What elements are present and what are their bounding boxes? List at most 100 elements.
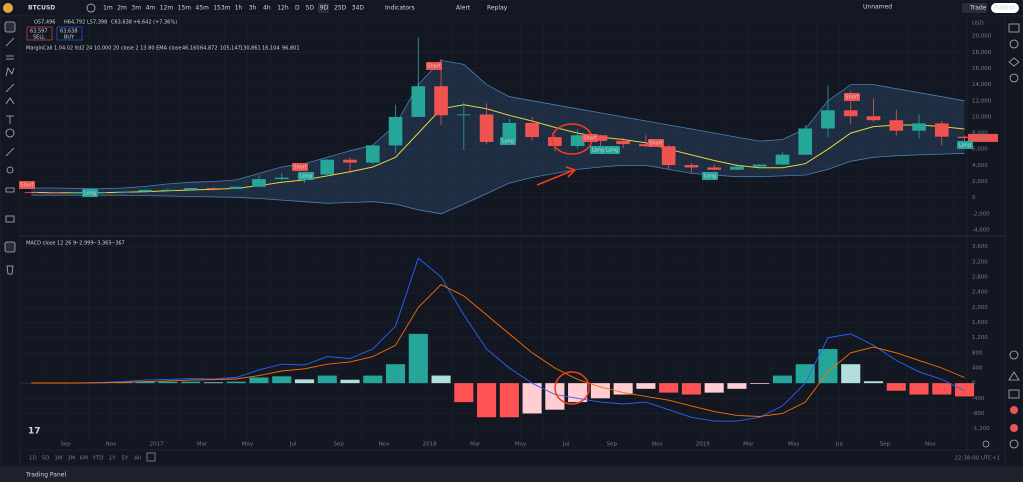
- add-symbol-icon[interactable]: [86, 3, 96, 13]
- range-button[interactable]: 3M: [67, 456, 75, 462]
- y-tick-label: 20,000: [972, 34, 992, 40]
- interval-button[interactable]: 3m: [131, 5, 141, 12]
- interval-button[interactable]: 34D: [352, 5, 365, 12]
- candle-body: [730, 166, 744, 170]
- symbol[interactable]: BTCUSD: [28, 5, 55, 12]
- interval-button[interactable]: 5D: [306, 5, 315, 12]
- x-tick-label: Jul: [289, 442, 297, 448]
- y-tick-label: 6,000: [972, 147, 988, 153]
- sell-label: SELL: [33, 35, 45, 41]
- histogram-bar: [590, 383, 610, 399]
- right-toolbar: [1004, 15, 1023, 467]
- signal-badge: [298, 172, 314, 180]
- histogram-bar: [454, 383, 474, 403]
- candle-body: [548, 137, 562, 146]
- ohlc-value: +6,642 (+7.36%): [133, 20, 177, 26]
- y-tick-label: -1,200: [972, 426, 990, 432]
- y-tick-label: 8,000: [972, 131, 988, 137]
- settings-icon[interactable]: [982, 440, 990, 448]
- buy-box[interactable]: [56, 26, 83, 41]
- candle-body: [274, 177, 289, 180]
- histogram-bar: [203, 382, 224, 384]
- x-tick-label: Mar: [197, 442, 208, 448]
- histogram-bar: [659, 383, 679, 393]
- interval-button[interactable]: 4m: [146, 5, 156, 12]
- candle-body: [821, 110, 835, 129]
- interval-button[interactable]: 12m: [160, 5, 174, 12]
- trade-button-label[interactable]: Trade: [969, 5, 987, 12]
- x-tick-label: Jul: [835, 442, 843, 448]
- interval-button[interactable]: D: [295, 5, 300, 12]
- calendar-icon[interactable]: [146, 452, 156, 462]
- range-button[interactable]: 5D: [42, 456, 50, 462]
- avatar[interactable]: [3, 3, 13, 13]
- range-button[interactable]: All: [134, 456, 141, 462]
- interval-button[interactable]: 25D: [334, 5, 347, 12]
- y-tick-label: 3,600: [972, 244, 988, 250]
- right-tool-icons[interactable]: [1008, 23, 1020, 449]
- histogram-bar: [431, 375, 451, 384]
- signal-label: Long: [502, 139, 514, 145]
- interval-button[interactable]: 1h: [235, 5, 243, 12]
- range-button[interactable]: 6M: [80, 456, 88, 462]
- x-tick-label: Nov: [379, 442, 390, 448]
- buy-label: BUY: [64, 35, 75, 41]
- histogram-bar: [135, 381, 155, 384]
- interval-button[interactable]: 4h: [263, 5, 271, 12]
- interval-button[interactable]: 9D: [320, 5, 329, 12]
- x-tick-label: May: [242, 442, 254, 448]
- layout-name[interactable]: Unnamed: [863, 4, 892, 11]
- range-button[interactable]: 1Y: [109, 456, 116, 462]
- signal-label: Long: [959, 143, 971, 149]
- candle-body: [70, 192, 84, 194]
- y-tick-label: 12,000: [972, 98, 992, 104]
- candle-body: [798, 128, 813, 155]
- y-tick-label: 800: [972, 350, 983, 356]
- histogram-bar: [499, 383, 519, 418]
- tool-button[interactable]: Alert: [456, 5, 471, 12]
- interval-button[interactable]: 1m: [103, 5, 113, 12]
- candle-body: [229, 186, 244, 189]
- interval-button[interactable]: 3h: [249, 5, 257, 12]
- last-price-box: [968, 133, 998, 142]
- candle-body: [47, 192, 61, 194]
- trade-button[interactable]: [962, 3, 987, 13]
- candle-body: [456, 114, 471, 116]
- x-tick-label: 2019: [696, 442, 710, 448]
- range-button[interactable]: 5Y: [122, 456, 129, 462]
- interval-button[interactable]: 2m: [117, 5, 127, 12]
- tool-button[interactable]: Replay: [487, 5, 508, 12]
- left-tool-icons[interactable]: [4, 21, 16, 275]
- trading-panel-bar[interactable]: [0, 467, 1023, 482]
- bollinger-band-fill: [31, 60, 965, 214]
- signal-label: Long: [606, 148, 618, 154]
- candle-body: [707, 167, 722, 170]
- tool-button[interactable]: Indicators: [385, 5, 415, 12]
- y-tick-label: 2,000: [972, 305, 988, 311]
- candle-body: [912, 123, 926, 131]
- interval-button[interactable]: 12h: [277, 5, 289, 12]
- publish-button-label[interactable]: Publish: [994, 5, 1016, 12]
- signal-badge: [702, 172, 718, 180]
- interval-button[interactable]: 153m: [213, 5, 230, 12]
- candle-body: [92, 192, 107, 193]
- publish-button[interactable]: [991, 3, 1019, 13]
- sell-box[interactable]: [26, 26, 53, 41]
- histogram-bar: [317, 375, 337, 384]
- range-button[interactable]: 1D: [29, 456, 37, 462]
- x-tick-label: May: [515, 442, 527, 448]
- candle-body: [957, 136, 972, 138]
- interval-button[interactable]: 15m: [178, 5, 192, 12]
- clock: 22:38:00 UTC+1: [955, 456, 1000, 462]
- y-tick-label: -2,000: [972, 211, 990, 217]
- histogram-bar: [249, 377, 269, 384]
- bottom-bar: [19, 449, 1006, 467]
- signal-label: Short: [293, 165, 306, 171]
- histogram-bar: [954, 383, 975, 397]
- candle-body: [616, 140, 630, 145]
- range-button[interactable]: YTD: [92, 456, 104, 462]
- signal-label: Short: [427, 64, 440, 70]
- trading-panel-label[interactable]: Trading Panel: [25, 472, 66, 479]
- range-button[interactable]: 1M: [54, 456, 62, 462]
- interval-button[interactable]: 45m: [195, 5, 209, 12]
